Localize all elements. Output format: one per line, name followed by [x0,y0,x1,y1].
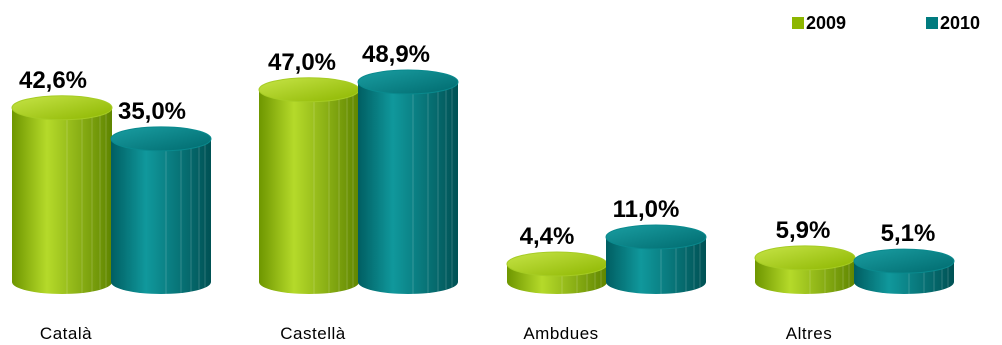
value-label: 42,6% [19,67,87,94]
bar-castellà-2010 [357,69,459,295]
bar-top [853,248,955,274]
legend-swatch [792,17,804,29]
value-label: 11,0% [613,196,680,223]
bar-body [606,237,706,294]
bar-altres-2009 [754,245,856,294]
bar-ambdues-2009 [506,251,608,294]
value-label: 4,4% [520,223,575,250]
legend-label: 2009 [806,13,846,33]
value-label: 47,0% [268,49,336,76]
bar-castellà-2009 [258,77,360,295]
category-label: Ambdues [523,324,598,343]
category-label: Català [40,324,92,343]
bar-top [110,126,212,152]
bars-group [11,69,955,295]
value-label: 5,1% [881,220,936,247]
category-label: Castellà [280,324,345,343]
bar-body [358,81,458,295]
bar-body [111,138,211,294]
bar-body [12,107,112,295]
bar-top [357,69,459,95]
bar-català-2010 [110,126,212,294]
value-label: 35,0% [118,98,186,125]
bar-top [258,77,360,103]
legend-swatch [926,17,938,29]
category-label: Altres [786,324,832,343]
bar-altres-2010 [853,248,955,294]
bar-body [259,89,359,295]
value-labels-group: 42,6% 35,0% 47,0% 48,9% 4,4% 11,0% 5,9% 5,1% [19,41,935,250]
legend-item-2009: 2009 [792,13,846,33]
legend-label: 2010 [940,13,980,33]
value-label: 5,9% [776,217,831,244]
bar-ambdues-2010 [605,224,707,294]
value-label: 48,9% [362,41,430,68]
bar-català-2009 [11,95,113,295]
legend-item-2010: 2010 [926,13,980,33]
bar-top [11,95,113,121]
category-labels-group: Català Castellà Ambdues Altres [40,324,832,343]
bar-top [754,245,856,271]
legend: 2009 2010 [792,13,980,33]
bar-top [605,224,707,250]
bar-top [506,251,608,277]
